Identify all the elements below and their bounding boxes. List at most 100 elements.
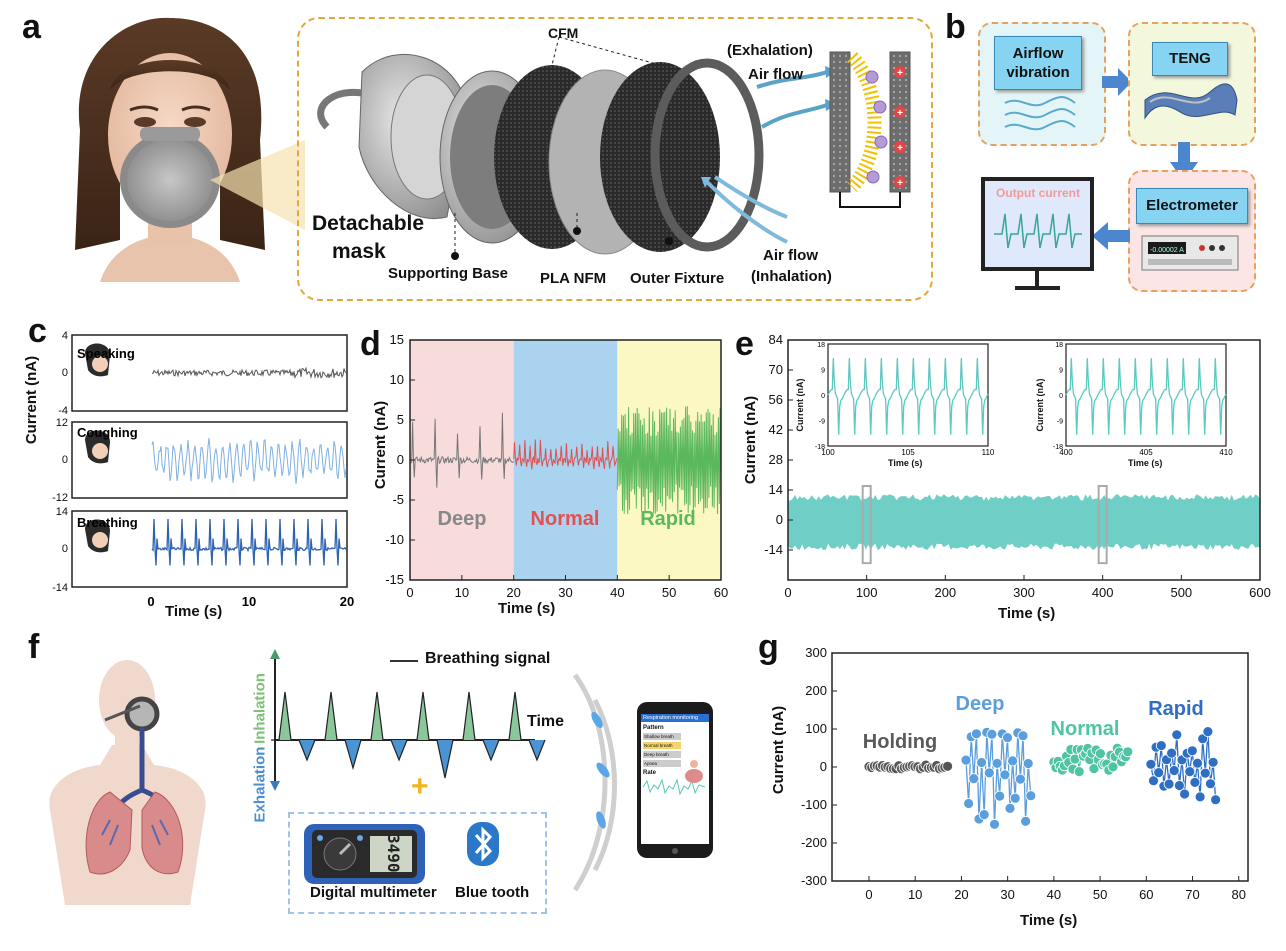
airflow-waves-icon (1004, 96, 1076, 131)
breathing-signal-label: Breathing signal (425, 650, 551, 667)
g-xtick-label: 20 (954, 887, 968, 902)
mask-exploded-view: + + + + (317, 36, 911, 260)
phone-item-normal[interactable]: Normal breath (643, 742, 681, 749)
e-inset-xtick: 405 (1139, 448, 1153, 457)
c-tick-s-top: 4 (62, 330, 68, 342)
inset2-xlabel: Time (s) (1128, 458, 1163, 468)
d-ytick-label: -5 (392, 492, 404, 507)
phone-item-shallow[interactable]: Shallow breath (643, 733, 681, 740)
inset2-ylabel: Current (nA) (1035, 378, 1045, 432)
g-point (1179, 788, 1191, 800)
g-point (999, 769, 1011, 781)
breathing-waveform (270, 649, 546, 791)
e-inset-ytick: 18 (1055, 342, 1063, 349)
g-point (1166, 747, 1178, 759)
e-xtick-label: 100 (856, 585, 878, 600)
e-xtick-label: 300 (1013, 585, 1035, 600)
electrometer-device-icon: -0.00002 A (1141, 235, 1239, 271)
g-point (1189, 776, 1201, 788)
g-point (1210, 794, 1222, 806)
g-point (1168, 765, 1180, 776)
g-point (1004, 802, 1016, 814)
exhalation-trough (529, 740, 545, 760)
exhalation-trough (299, 740, 315, 760)
g-point (960, 754, 972, 766)
mask-exploded-frame (297, 17, 933, 301)
e-ytick-label: 42 (769, 422, 783, 437)
g-point (970, 728, 982, 740)
panel-c-chart: 4 0 -4 12 0 -12 14 0 -14 Speaking Coughi… (52, 330, 354, 609)
breathing-trace (271, 691, 316, 762)
g-point (963, 798, 975, 809)
inset1-ylabel: Current (nA) (795, 378, 805, 432)
d-xtick-label: 0 (406, 585, 413, 600)
e-inset-ytick: 0 (1059, 393, 1063, 400)
woman-illustration (75, 17, 265, 282)
zone-normal-label: Normal (531, 508, 600, 530)
g-point (1184, 766, 1196, 777)
d-ytick-label: 5 (397, 412, 404, 427)
g-point (1199, 767, 1211, 779)
e-inset-xtick: 100 (821, 448, 835, 457)
g-point (1014, 773, 1026, 785)
phone-rate-wave (642, 778, 706, 796)
zone-deep-label: Deep (438, 508, 487, 530)
bluetooth-label: Blue tooth (455, 884, 530, 901)
g-point (1163, 778, 1175, 790)
e-inset-xtick: 110 (982, 448, 995, 457)
d-xtick-label: 40 (610, 585, 624, 600)
e-ytick-label: 28 (769, 452, 783, 467)
wireless-signal-icon (572, 673, 617, 892)
g-xtick-label: 50 (1093, 887, 1107, 902)
d-xtick-label: 50 (662, 585, 676, 600)
g-point (968, 773, 980, 785)
exhalation-trough (345, 740, 361, 768)
panel-label-a: a (22, 8, 41, 46)
panel-label-c: c (28, 312, 47, 350)
e-ytick-label: 56 (769, 392, 783, 407)
panel-label-f: f (28, 628, 40, 666)
breathing-trace (317, 691, 362, 771)
inhalation-peak (325, 692, 337, 740)
panel-d-xlabel: Time (s) (498, 600, 556, 617)
inset1-xlabel: Time (s) (888, 458, 923, 468)
phone-item-apnea[interactable]: Apnea (643, 760, 681, 767)
airflow-text: Airflow (1012, 45, 1064, 62)
svg-text:+: + (897, 143, 903, 154)
g-point (1202, 726, 1214, 737)
inhalation-peak (509, 692, 521, 740)
g-series-line (1150, 731, 1217, 800)
phone-item-deep[interactable]: Deep breath (643, 751, 681, 758)
c-xtick-20: 20 (340, 594, 354, 609)
breathing-trace (501, 691, 546, 762)
detachable-label: Detachable (312, 212, 425, 235)
phone-details (672, 760, 703, 854)
exhalation-label: (Exhalation) (727, 42, 813, 59)
e-zoom-box (861, 485, 872, 565)
e-inset-xtick: 105 (901, 448, 915, 457)
g-point (942, 760, 954, 772)
e-ytick-label: -14 (764, 542, 783, 557)
e-inset-1: -18 -9 0 9 18 100 105 110 (815, 342, 995, 457)
breathing-signal-legend-line (390, 660, 418, 662)
e-xtick-label: 0 (784, 585, 791, 600)
g-point (1002, 732, 1013, 743)
head-icons (85, 343, 110, 553)
airflow-vibration-tag: Airflow vibration (994, 36, 1082, 90)
e-ytick-label: 84 (769, 332, 783, 347)
d-xtick-label: 10 (455, 585, 469, 600)
e-inset-ytick: -9 (1057, 419, 1063, 426)
e-inset-ytick: 18 (817, 342, 825, 349)
zoom-beam (210, 140, 305, 230)
e-xtick-label: 400 (1092, 585, 1114, 600)
g-point (1194, 791, 1206, 803)
g-ytick-label: 0 (820, 759, 827, 774)
teng-device-icon (1144, 83, 1238, 120)
g-normal-label: Normal (1051, 718, 1120, 740)
g-deep-label: Deep (956, 693, 1005, 715)
device-frame (288, 812, 547, 914)
g-point (1153, 767, 1165, 778)
g-point (1017, 730, 1029, 742)
c-row-coughing-label: Coughing (77, 425, 138, 440)
